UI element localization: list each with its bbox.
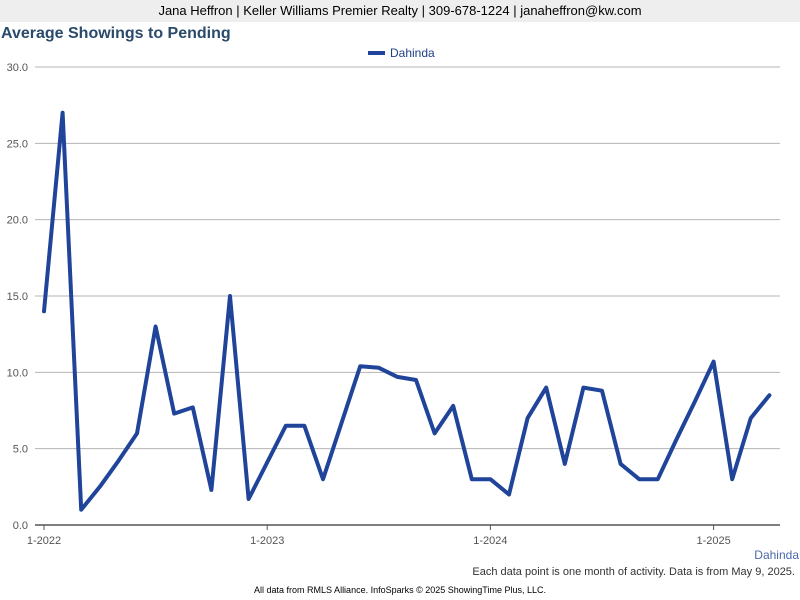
x-tick-label: 1-2022 [27,535,61,547]
axis-layer: 0.0 5.0 10.0 15.0 20.0 25.0 30.0 1-2022 1-2023 1-… [7,62,780,547]
x-tick-label: 1-2023 [250,535,284,547]
y-tick-label: 15.0 [7,291,28,303]
legend[interactable]: Dahinda [368,46,435,60]
y-tick-label: 20.0 [7,215,28,227]
grid-layer [35,66,780,450]
y-tick-label: 5.0 [13,444,28,456]
series-line-dahinda [42,110,772,512]
y-tick-label: 0.0 [13,520,28,532]
corner-series-label: Dahinda [754,548,799,562]
x-tick-label: 1-2024 [473,535,507,547]
footnote: Each data point is one month of activity… [472,566,795,578]
footer-credits: All data from RMLS Alliance. InfoSparks … [254,585,546,595]
y-tick-label: 30.0 [7,62,28,74]
legend-label: Dahinda [390,46,435,60]
y-tick-label: 25.0 [7,138,28,150]
series-layer [42,110,772,512]
header-contact: Jana Heffron | Keller Williams Premier R… [0,0,800,22]
chart-title: Average Showings to Pending [1,25,231,42]
legend-swatch [368,51,385,55]
y-tick-label: 10.0 [7,367,28,379]
x-tick-label: 1-2025 [696,535,730,547]
